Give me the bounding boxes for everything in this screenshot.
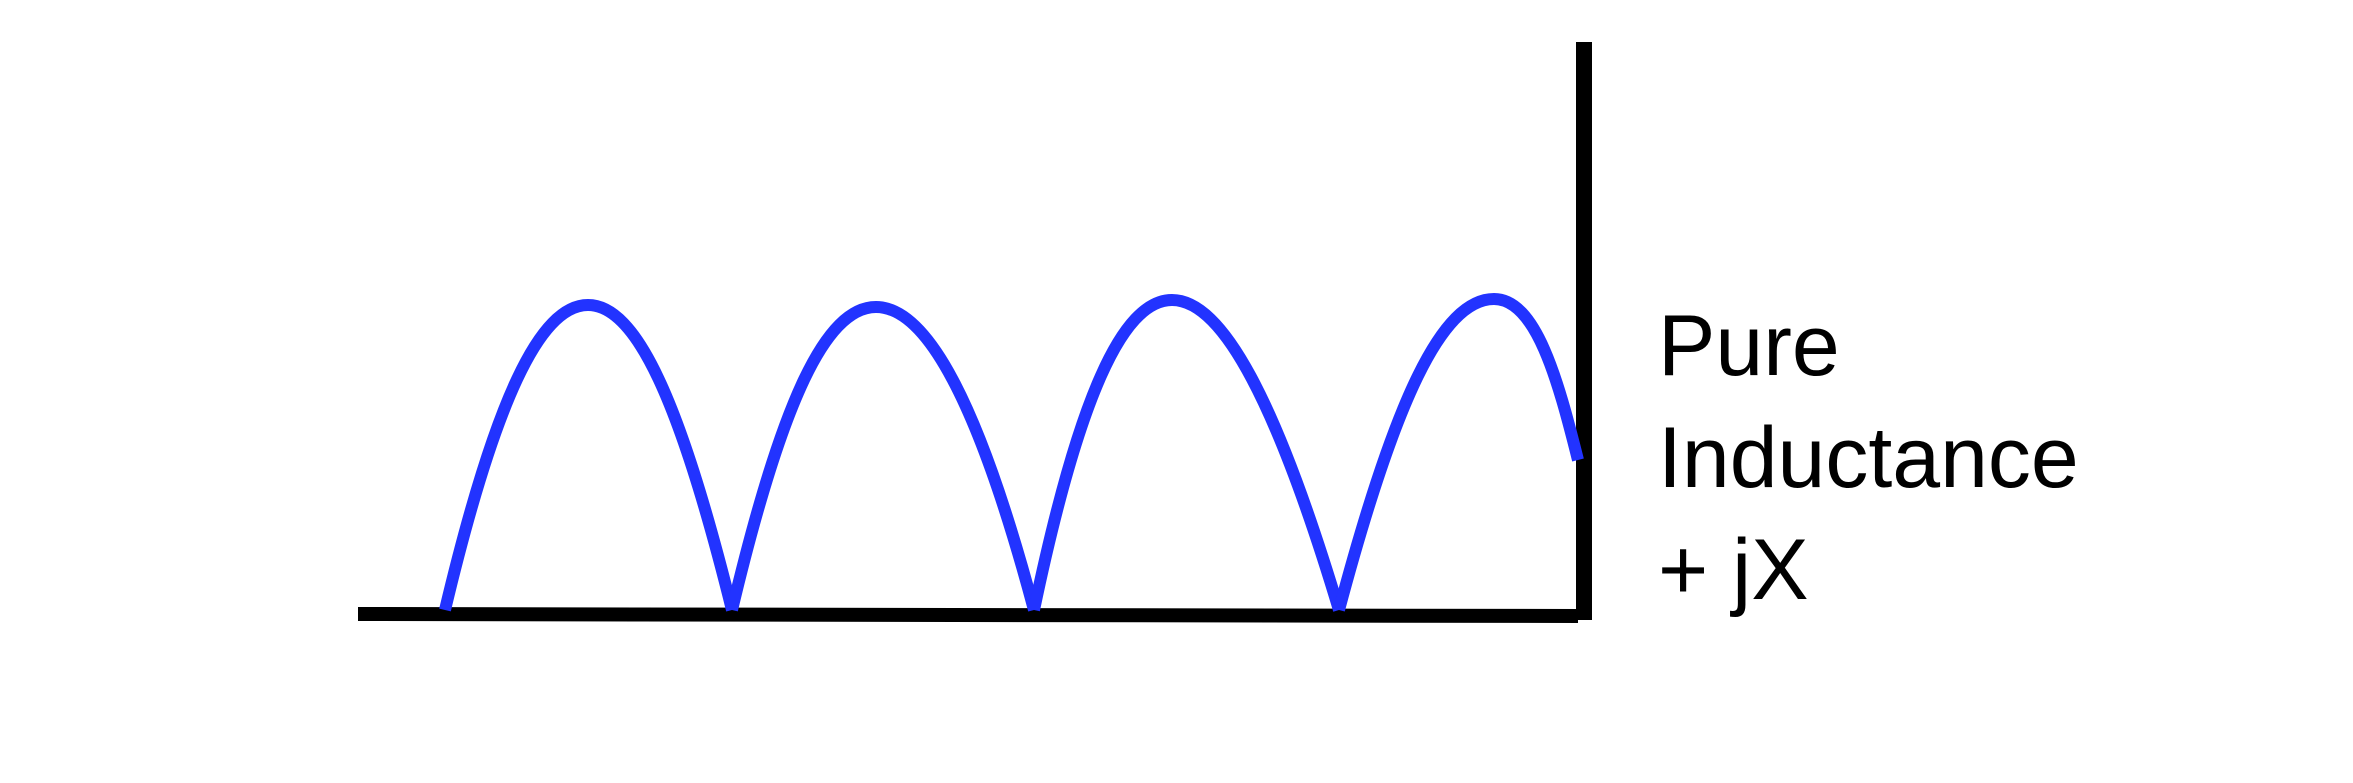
wave-arch-4: [1333, 293, 1584, 612]
wave-arch-3: [1028, 294, 1345, 612]
label-line-pure: Pure: [1658, 298, 1840, 394]
wave-arch-1: [439, 299, 738, 612]
wave-arch-2: [726, 301, 1040, 612]
wave-group: [439, 293, 1584, 612]
inductance-label: Pure Inductance + jX: [1658, 290, 2079, 626]
baseline-axis: [357, 607, 1579, 623]
label-line-inductance: Inductance: [1658, 410, 2079, 506]
label-line-jx: + jX: [1658, 522, 1809, 618]
